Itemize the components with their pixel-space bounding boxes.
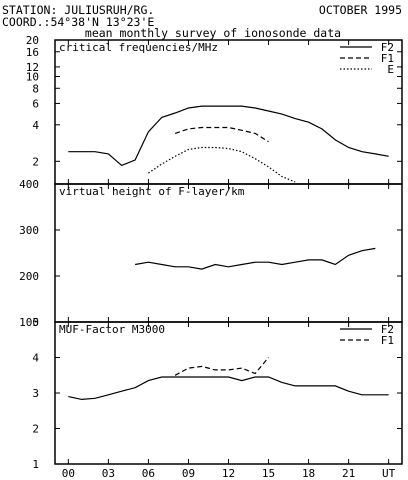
date-label: OCTOBER 1995 [319,3,402,17]
y-tick-label: 2 [32,155,39,168]
x-tick-label: 06 [142,467,155,480]
panel-frame [54,183,403,323]
series-line-f2 [68,105,389,167]
y-tick-label: 4 [32,119,39,132]
y-tick-label: 5 [32,316,39,329]
coord-label: COORD.:54°38'N 13°23'E [2,15,154,29]
x-tick-label: 09 [182,467,195,480]
y-tick-label: 2 [32,423,39,436]
series-line-f2 [68,376,389,401]
y-tick-label: 20 [26,34,39,47]
x-tick-label: 12 [222,467,235,480]
y-tick-label: 400 [19,178,39,191]
series-line-f1 [174,126,269,143]
legend-label-f2: F2 [381,41,394,54]
legend-label-f2: F2 [381,323,394,336]
legend-label-f1: F1 [381,334,394,347]
x-tick-label: 00 [62,467,75,480]
panel-title: critical frequencies/MHz [59,41,218,54]
y-tick-label: 12 [26,61,39,74]
x-tick-label: 18 [302,467,315,480]
series-line-f1 [174,357,269,376]
legend-label-e: E [387,63,394,76]
x-tick-label: 15 [262,467,275,480]
y-tick-label: 1 [32,458,39,471]
panel-title: virtual height of F-layer/km [59,185,245,198]
x-axis: 00 03 06 09 12 15 18 21 UT [62,467,396,480]
y-tick-label: 300 [19,224,39,237]
virtual-height-panel: virtual height of F-layer/km 100 200 300 400 [19,178,403,329]
series-line-main [134,247,376,270]
y-tick-label: 100 [19,316,39,329]
y-tick-label: 8 [32,82,39,95]
x-tick-label: UT [382,467,396,480]
y-tick-label: 16 [26,46,39,59]
x-tick-label: 03 [102,467,115,480]
legend-label-f1: F1 [381,52,394,65]
panel-frame [54,39,403,185]
x-tick-label: 21 [342,467,355,480]
y-tick-label: 3 [32,387,39,400]
station-label: STATION: JULIUSRUH/RG. [2,3,154,17]
panel-title: MUF-Factor M3000 [59,323,165,336]
y-tick-label: 10 [26,71,39,84]
panel-frame [54,321,403,465]
series-line-e [148,146,296,183]
y-tick-label: 200 [19,270,39,283]
y-tick-label: 4 [32,352,39,365]
y-tick-label: 6 [32,97,39,110]
survey-subtitle: mean monthly survey of ionosonde data [85,26,341,40]
